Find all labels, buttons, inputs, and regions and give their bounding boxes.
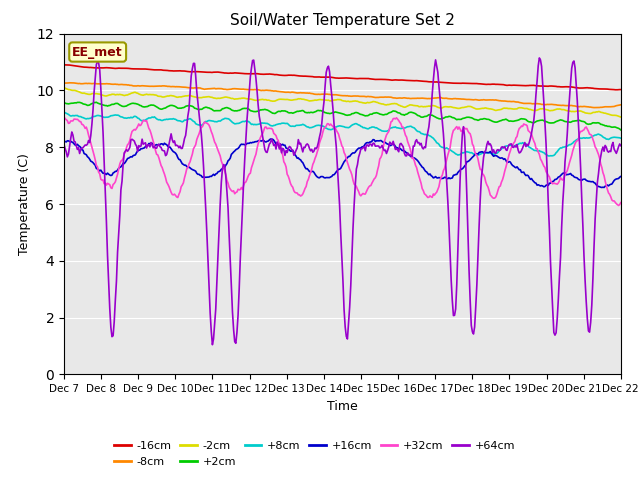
+16cm (326, 175, 333, 180)
-16cm (328, 74, 335, 80)
+32cm (615, 203, 623, 208)
-2cm (516, 105, 524, 111)
Text: EE_met: EE_met (72, 46, 123, 59)
+16cm (60, 139, 68, 145)
+32cm (617, 200, 625, 205)
+32cm (328, 122, 335, 128)
+16cm (617, 174, 625, 180)
X-axis label: Time: Time (327, 400, 358, 413)
+2cm (93, 99, 100, 105)
-8cm (617, 102, 625, 108)
+2cm (60, 100, 68, 106)
-16cm (60, 62, 68, 68)
-2cm (617, 114, 625, 120)
+8cm (60, 109, 68, 115)
+8cm (362, 125, 369, 131)
+2cm (605, 123, 612, 129)
+2cm (617, 127, 625, 133)
+64cm (209, 342, 216, 348)
-8cm (393, 96, 401, 101)
Legend: -16cm, -8cm, -2cm, +2cm, +8cm, +16cm, +32cm, +64cm: -16cm, -8cm, -2cm, +2cm, +8cm, +16cm, +3… (109, 437, 520, 471)
+8cm (392, 124, 399, 130)
-2cm (60, 85, 68, 91)
-8cm (326, 92, 333, 97)
+8cm (324, 126, 332, 132)
+64cm (362, 142, 370, 148)
+8cm (516, 140, 524, 146)
-16cm (604, 86, 611, 92)
+64cm (606, 148, 614, 154)
+64cm (393, 145, 401, 151)
+64cm (617, 143, 625, 148)
+16cm (362, 140, 370, 146)
-16cm (617, 87, 625, 93)
+2cm (329, 109, 337, 115)
+32cm (60, 114, 68, 120)
+32cm (604, 187, 611, 192)
Line: +64cm: +64cm (64, 58, 621, 345)
Line: +2cm: +2cm (64, 102, 621, 130)
-8cm (60, 80, 68, 86)
+32cm (324, 121, 332, 127)
+64cm (326, 69, 333, 74)
-2cm (328, 98, 335, 104)
-16cm (362, 76, 369, 82)
+64cm (536, 55, 543, 61)
+32cm (392, 116, 399, 122)
Line: -16cm: -16cm (64, 65, 621, 90)
+16cm (598, 185, 605, 191)
+16cm (518, 169, 525, 175)
-16cm (392, 77, 399, 83)
+8cm (617, 135, 625, 141)
+64cm (518, 147, 525, 153)
-2cm (392, 101, 399, 107)
+8cm (328, 127, 335, 132)
-8cm (518, 100, 525, 106)
Line: -2cm: -2cm (64, 88, 621, 117)
+2cm (326, 111, 333, 117)
-16cm (612, 87, 620, 93)
-8cm (66, 80, 74, 86)
+16cm (267, 136, 275, 142)
-2cm (604, 111, 611, 117)
-2cm (362, 100, 369, 106)
+8cm (605, 137, 612, 143)
Title: Soil/Water Temperature Set 2: Soil/Water Temperature Set 2 (230, 13, 455, 28)
-8cm (590, 105, 598, 110)
-8cm (606, 104, 614, 110)
Line: -8cm: -8cm (64, 83, 621, 108)
+16cm (606, 182, 614, 188)
Line: +16cm: +16cm (64, 139, 621, 188)
Y-axis label: Temperature (C): Temperature (C) (18, 153, 31, 255)
+16cm (329, 172, 337, 178)
+2cm (393, 109, 401, 115)
-8cm (329, 92, 337, 97)
+2cm (518, 116, 525, 121)
+8cm (545, 153, 553, 159)
+64cm (329, 106, 337, 111)
+32cm (362, 191, 369, 197)
+64cm (60, 142, 68, 147)
-8cm (362, 94, 370, 100)
-2cm (324, 97, 332, 103)
+2cm (362, 113, 370, 119)
+32cm (516, 125, 524, 131)
-16cm (516, 83, 524, 88)
Line: +32cm: +32cm (64, 117, 621, 205)
Line: +8cm: +8cm (64, 112, 621, 156)
+16cm (393, 145, 401, 151)
-16cm (324, 74, 332, 80)
